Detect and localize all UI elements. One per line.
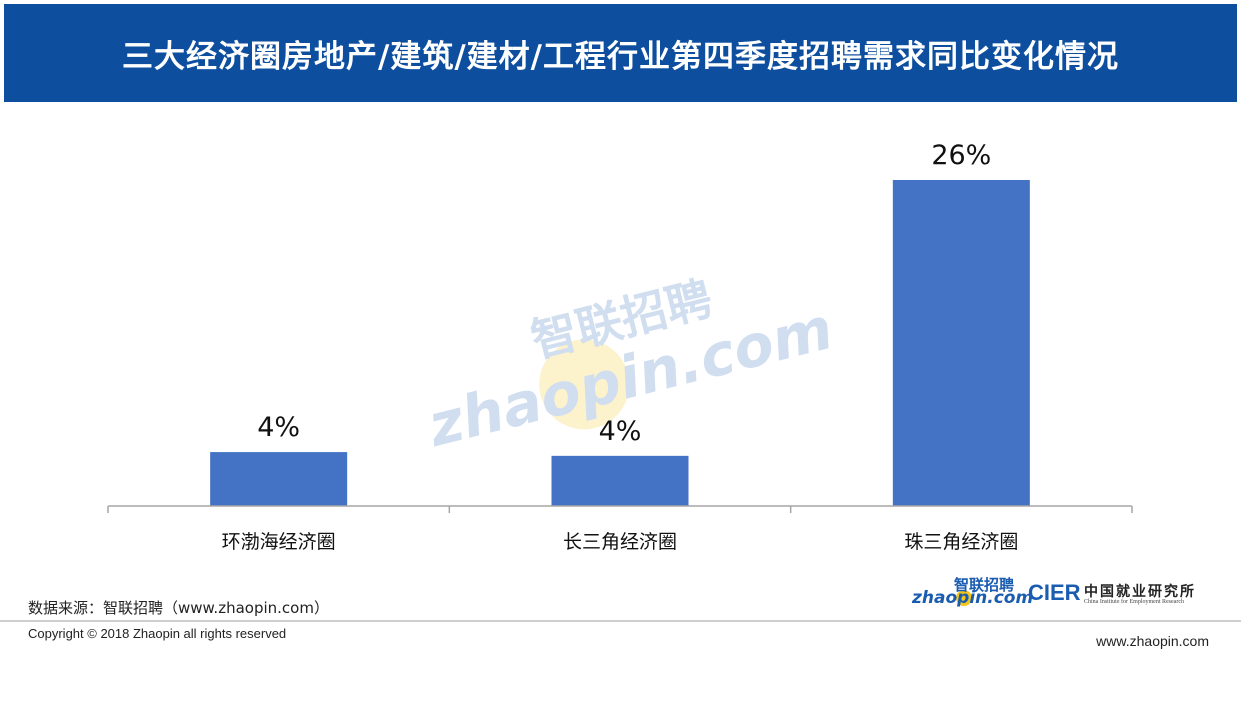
x-tick-label-0: 环渤海经济圈 bbox=[222, 531, 336, 553]
x-tick-label-1: 长三角经济圈 bbox=[563, 531, 677, 553]
data-source: 数据来源：智联招聘（www.zhaopin.com） bbox=[28, 599, 329, 617]
zhaopin-logo-cn: 智联招聘 bbox=[954, 576, 1015, 594]
bar-1 bbox=[551, 455, 689, 506]
data-label-1: 4% bbox=[599, 416, 642, 447]
page-title: 三大经济圈房地产/建筑/建材/工程行业第四季度招聘需求同比变化情况 bbox=[122, 38, 1119, 75]
copyright: Copyright © 2018 Zhaopin all rights rese… bbox=[28, 626, 287, 641]
zhaopin-logo: 智联招聘 zhaopin.com bbox=[912, 574, 1033, 610]
data-label-0: 4% bbox=[257, 412, 300, 443]
bar-2 bbox=[892, 180, 1030, 506]
x-tick-label-2: 珠三角经济圈 bbox=[904, 531, 1018, 553]
cier-logo-text: CIER bbox=[1028, 580, 1081, 605]
zhaopin-logo-en: zhaopin.com bbox=[912, 588, 1034, 608]
bar-0 bbox=[210, 452, 348, 506]
cier-logo-cn: 中国就业研究所 bbox=[1084, 584, 1196, 600]
footer-divider bbox=[0, 620, 1241, 622]
site-url: www.zhaopin.com bbox=[1096, 633, 1209, 649]
cier-logo-sub: China Institute for Employment Research bbox=[1084, 599, 1184, 605]
data-label-2: 26% bbox=[931, 140, 991, 171]
title-banner: 三大经济圈房地产/建筑/建材/工程行业第四季度招聘需求同比变化情况 bbox=[4, 4, 1237, 102]
